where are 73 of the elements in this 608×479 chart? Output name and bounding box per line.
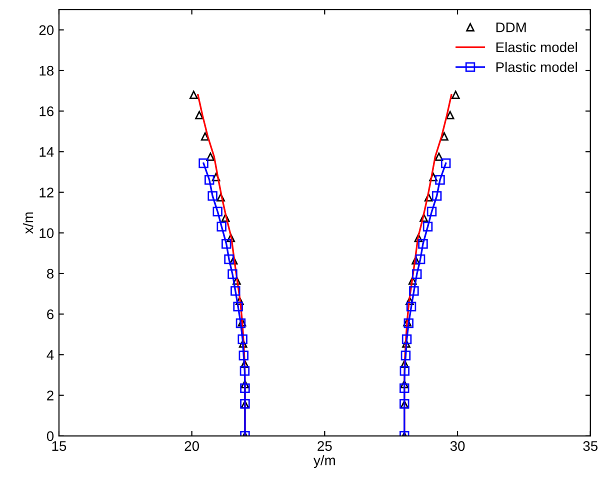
point xyxy=(420,213,428,222)
point xyxy=(432,191,442,201)
y-axis-title: x/m xyxy=(22,212,34,234)
y-tick-label: 18 xyxy=(40,66,54,76)
point xyxy=(240,380,250,388)
point xyxy=(238,334,248,344)
point xyxy=(238,350,248,360)
point xyxy=(412,269,422,279)
point xyxy=(229,256,238,264)
point xyxy=(212,172,220,182)
point xyxy=(216,222,226,232)
point xyxy=(195,110,204,120)
y-tick-label: 4 xyxy=(46,350,54,360)
point xyxy=(412,256,420,264)
point xyxy=(206,152,215,161)
x-tick-label: 25 xyxy=(318,441,332,451)
point xyxy=(435,175,445,185)
legend-label: Elastic model xyxy=(496,42,577,52)
point xyxy=(228,269,238,279)
y-tick-label: 2 xyxy=(47,390,54,400)
point xyxy=(400,383,410,394)
point xyxy=(400,350,411,360)
y-tick-label: 12 xyxy=(40,188,54,198)
point xyxy=(440,158,451,168)
y-tick-label: 14 xyxy=(40,147,54,157)
point xyxy=(222,238,232,249)
point xyxy=(204,175,214,185)
point xyxy=(216,193,225,202)
point xyxy=(200,132,210,141)
point xyxy=(240,383,250,394)
point xyxy=(440,132,448,141)
point xyxy=(221,213,230,222)
point xyxy=(198,158,208,168)
point xyxy=(235,296,244,306)
point xyxy=(429,172,438,182)
point xyxy=(422,222,433,232)
point xyxy=(402,334,412,344)
point xyxy=(233,302,243,312)
x-tick-label: 15 xyxy=(52,441,66,451)
point xyxy=(208,191,218,201)
point xyxy=(190,90,198,100)
point xyxy=(424,193,433,202)
point xyxy=(418,238,428,249)
y-tick-label: 20 xyxy=(39,25,54,36)
legend-label: DDM xyxy=(496,22,526,32)
legend-label: Plastic model xyxy=(496,62,577,72)
point xyxy=(232,276,241,285)
y-tick-label: 8 xyxy=(46,268,54,279)
point xyxy=(451,90,460,100)
y-tick-label: 0 xyxy=(46,431,54,442)
point xyxy=(400,366,410,376)
point xyxy=(408,276,417,285)
point xyxy=(426,206,437,216)
y-tick-label: 10 xyxy=(40,228,54,238)
point xyxy=(446,110,454,120)
point xyxy=(226,234,236,242)
x-tick-label: 35 xyxy=(583,441,598,451)
point xyxy=(434,152,444,161)
point xyxy=(414,234,423,242)
y-tick-label: 16 xyxy=(40,106,54,116)
point xyxy=(212,206,222,216)
y-tick-label: 6 xyxy=(47,309,54,320)
x-axis-title: y/m xyxy=(314,455,335,468)
x-tick-label: 20 xyxy=(184,441,200,451)
point xyxy=(230,286,240,296)
point xyxy=(406,302,416,312)
point xyxy=(409,286,419,296)
x-tick-label: 30 xyxy=(450,441,465,451)
point xyxy=(240,366,250,376)
point xyxy=(402,339,410,348)
point xyxy=(224,254,234,264)
point xyxy=(415,254,426,264)
point xyxy=(400,380,409,388)
